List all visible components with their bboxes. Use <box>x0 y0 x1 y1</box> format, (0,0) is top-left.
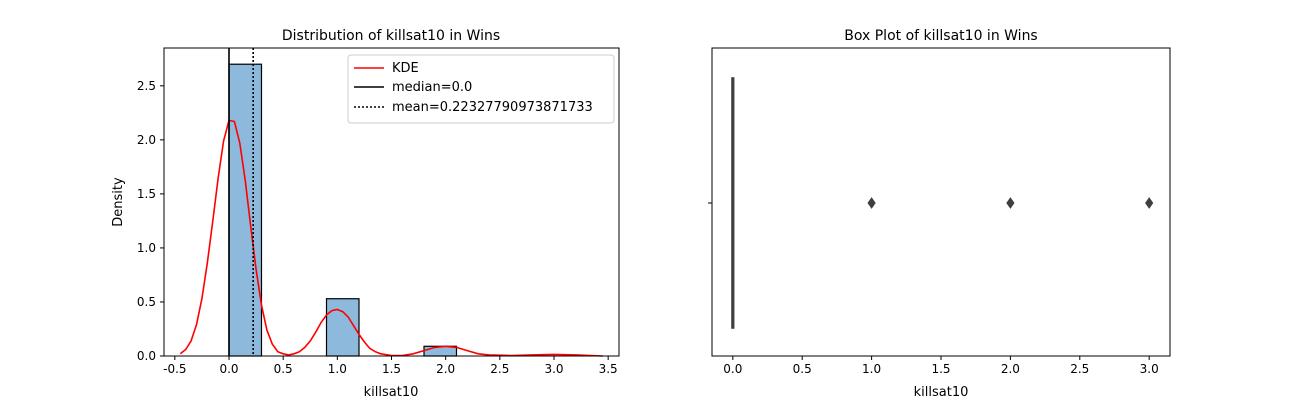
legend-mean-label: mean=0.22327790973871733 <box>392 100 593 115</box>
boxplot-plot-frame <box>711 47 1171 357</box>
boxplot-x-ticks: 0.0 0.5 1.0 1.5 2.0 2.5 3.0 <box>723 356 1159 376</box>
legend-frame <box>347 54 615 124</box>
legend-kde-label: KDE <box>392 61 419 76</box>
histogram-bar-0 <box>228 63 263 357</box>
histogram-x-tick-label-6: 2.5 <box>490 362 509 376</box>
histogram-bars <box>228 63 458 357</box>
legend-median-label: median=0.0 <box>392 80 472 95</box>
kde-curve <box>179 119 603 357</box>
boxplot-x-tick-label-2: 1.0 <box>862 362 881 376</box>
histogram-x-tick-label-1: 0.0 <box>219 362 238 376</box>
legend: KDE median=0.0 mean=0.22327790973871733 <box>347 54 615 124</box>
boxplot-marks <box>731 77 1154 329</box>
boxplot-title: Box Plot of killsat10 in Wins <box>844 28 1037 44</box>
kde-curve-group <box>179 119 603 357</box>
histogram-bar-2 <box>423 345 458 357</box>
histogram-title: Distribution of killsat10 in Wins <box>282 28 500 44</box>
boxplot-x-tick-label-5: 2.5 <box>1070 362 1089 376</box>
histogram-x-tick-label-2: 0.5 <box>274 362 293 376</box>
histogram-x-tick-label-8: 3.5 <box>599 362 618 376</box>
boxplot-x-tick-label-1: 0.5 <box>793 362 812 376</box>
boxplot-x-label: killsat10 <box>914 385 969 400</box>
histogram-bar-1 <box>325 298 360 357</box>
boxplot-x-tick-label-3: 1.5 <box>931 362 950 376</box>
boxplot-x-tick-label-0: 0.0 <box>723 362 742 376</box>
histogram-y-tick-label-2: 1.0 <box>137 241 156 255</box>
boxplot-outlier-1 <box>1006 197 1015 209</box>
histogram-y-tick-label-5: 2.5 <box>137 79 156 93</box>
reference-lines <box>228 48 254 356</box>
boxplot-x-tick-label-6: 3.0 <box>1140 362 1159 376</box>
boxplot-panel: Box Plot of killsat10 in Wins 0.0 0.5 1.0 1… <box>708 28 1171 400</box>
histogram-y-tick-label-3: 1.5 <box>137 187 156 201</box>
histogram-x-tick-label-7: 3.0 <box>544 362 563 376</box>
histogram-x-label: killsat10 <box>364 385 419 400</box>
histogram-x-tick-label-5: 2.0 <box>436 362 455 376</box>
boxplot-outlier-0 <box>867 197 876 209</box>
histogram-x-tick-label-4: 1.5 <box>382 362 401 376</box>
histogram-x-tick-label-3: 1.0 <box>328 362 347 376</box>
histogram-panel: Distribution of killsat10 in Wins -0.5 0.… <box>111 28 620 400</box>
histogram-x-tick-label-0: -0.5 <box>163 362 186 376</box>
histogram-y-tick-label-0: 0.0 <box>137 349 156 363</box>
histogram-y-ticks: 0.0 0.5 1.0 1.5 2.0 2.5 <box>137 79 164 363</box>
boxplot-outlier-2 <box>1145 197 1154 209</box>
histogram-y-tick-label-4: 2.0 <box>137 133 156 147</box>
histogram-x-ticks: -0.5 0.0 0.5 1.0 1.5 2.0 2.5 3.0 3.5 <box>163 356 618 376</box>
boxplot-x-tick-label-4: 2.0 <box>1001 362 1020 376</box>
histogram-y-label: Density <box>111 177 126 227</box>
histogram-y-tick-label-1: 0.5 <box>137 295 156 309</box>
